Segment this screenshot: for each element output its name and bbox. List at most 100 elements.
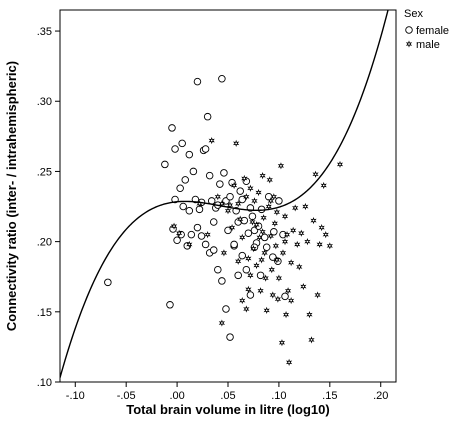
male-point: [281, 212, 289, 220]
male-point: [283, 231, 291, 239]
female-point: [256, 271, 265, 280]
male-point: [186, 240, 193, 249]
female-point: [214, 265, 222, 274]
male-point: [298, 229, 305, 237]
female-point: [201, 240, 210, 249]
male-point: [290, 226, 297, 234]
male-point: [267, 197, 274, 205]
male-point: [271, 219, 278, 227]
female-point: [275, 197, 283, 205]
female-point: [161, 160, 169, 169]
male-point: [230, 181, 238, 190]
male-point: [260, 214, 267, 222]
male-point: [256, 233, 263, 242]
male-point: [233, 139, 240, 147]
y-tick-label: .25: [37, 166, 52, 178]
female-point: [185, 206, 194, 215]
male-point: [218, 200, 226, 208]
legend-marker-male: [405, 40, 413, 48]
male-point: [237, 215, 244, 223]
male-point: [272, 242, 279, 250]
female-point: [216, 180, 224, 188]
male-point: [279, 249, 287, 257]
male-point: [243, 305, 250, 313]
male-point: [269, 291, 276, 299]
male-point: [204, 231, 211, 239]
female-point: [197, 232, 206, 240]
male-point: [214, 193, 221, 201]
female-point: [185, 150, 194, 159]
female-point: [279, 230, 287, 239]
female-point: [230, 240, 238, 249]
legend-label-female: female: [416, 25, 449, 37]
male-point: [235, 200, 242, 208]
female-point: [238, 251, 247, 260]
x-axis-title: Total brain volume in litre (log10): [126, 402, 329, 417]
male-point: [224, 207, 232, 215]
x-tick-label: .15: [322, 390, 337, 402]
x-tick-label: -.10: [66, 390, 85, 402]
male-point: [258, 256, 265, 264]
data-layer: [104, 75, 344, 366]
male-point: [273, 208, 280, 216]
y-tick-label: .15: [37, 307, 52, 319]
male-point: [261, 249, 268, 257]
male-point: [308, 336, 315, 344]
legend-label-male: male: [416, 39, 440, 51]
female-point: [226, 192, 234, 201]
male-point: [284, 287, 292, 295]
male-point: [320, 181, 327, 190]
male-point: [310, 216, 317, 225]
male-point: [253, 261, 260, 270]
male-point: [250, 245, 257, 253]
male-point: [266, 176, 273, 184]
y-axis-title: Connectivity ratio (inter- / intrahemisp…: [4, 61, 19, 331]
female-point: [270, 228, 278, 236]
male-point: [306, 311, 313, 319]
female-point: [203, 112, 212, 121]
male-point: [247, 271, 254, 279]
male-point: [314, 291, 321, 299]
female-point: [166, 301, 174, 309]
male-point: [281, 238, 289, 246]
male-point: [316, 240, 323, 249]
female-point: [244, 229, 253, 237]
male-point: [218, 319, 226, 327]
male-point: [326, 242, 333, 250]
female-point: [173, 236, 181, 244]
legend-entries: female male: [405, 25, 449, 51]
male-point: [312, 170, 319, 178]
female-point: [205, 171, 214, 180]
x-tick-label: .00: [169, 390, 184, 402]
plot-area: [59, 9, 397, 383]
male-point: [226, 201, 234, 209]
female-point: [234, 271, 242, 280]
y-tick-label: .20: [37, 237, 52, 249]
male-point: [239, 233, 246, 242]
female-point: [168, 124, 176, 132]
x-tick-label: .20: [373, 390, 388, 402]
male-point: [322, 231, 329, 239]
male-point: [170, 222, 178, 230]
male-point: [259, 172, 266, 180]
cubic-fit-line: [60, 10, 389, 378]
male-point: [247, 184, 254, 192]
male-point: [268, 266, 275, 274]
male-point: [288, 259, 295, 267]
female-point: [181, 176, 189, 184]
female-point: [218, 75, 226, 83]
male-point: [294, 240, 301, 249]
male-point: [253, 221, 260, 229]
female-point: [171, 145, 179, 153]
female-point: [222, 305, 230, 313]
male-point: [292, 204, 299, 212]
male-point: [318, 223, 325, 232]
female-point: [178, 139, 186, 148]
female-point: [201, 145, 210, 153]
female-point: [193, 223, 202, 232]
x-tick-label: .10: [271, 390, 286, 402]
female-point: [187, 230, 196, 239]
female-point: [209, 218, 218, 226]
y-axis-ticks: .10 .15 .20 .25 .30 .35: [37, 26, 60, 389]
male-point: [262, 274, 269, 282]
